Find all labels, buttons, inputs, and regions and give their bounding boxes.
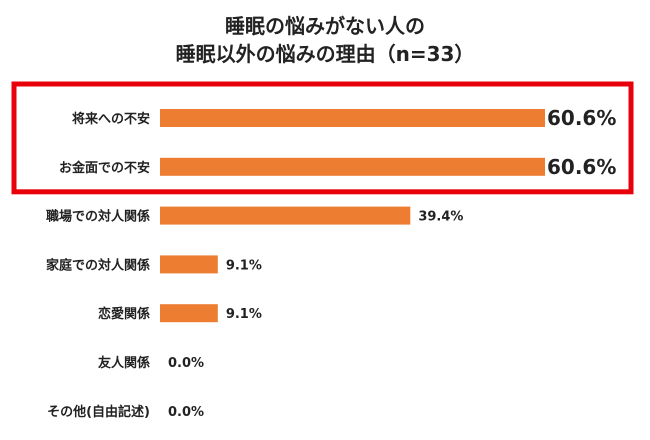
- bar: [160, 255, 218, 274]
- category-label: お金面での不安: [59, 160, 150, 176]
- category-label: 家庭での対人関係: [46, 257, 150, 273]
- chart-title-line2: 睡眠以外の悩みの理由（n=33）: [175, 42, 475, 66]
- value-label: 60.6%: [547, 155, 616, 179]
- value-label: 9.1%: [226, 307, 262, 322]
- highlight-box: [11, 81, 634, 195]
- category-label: その他(自由記述): [47, 404, 150, 420]
- value-label: 9.1%: [226, 258, 262, 273]
- category-label: 職場での対人関係: [46, 209, 150, 225]
- category-label: 将来への不安: [72, 111, 150, 127]
- value-label: 60.6%: [547, 106, 616, 130]
- bar: [160, 157, 545, 176]
- bar: [160, 109, 545, 127]
- bar: [160, 304, 218, 323]
- value-label: 0.0%: [168, 405, 204, 420]
- category-label: 友人関係: [98, 355, 150, 371]
- chart-title-line1: 睡眠の悩みがない人の: [225, 14, 425, 38]
- category-label: 恋愛関係: [98, 306, 150, 322]
- bar: [160, 206, 411, 225]
- value-label: 39.4%: [418, 210, 463, 225]
- value-label: 0.0%: [168, 356, 204, 371]
